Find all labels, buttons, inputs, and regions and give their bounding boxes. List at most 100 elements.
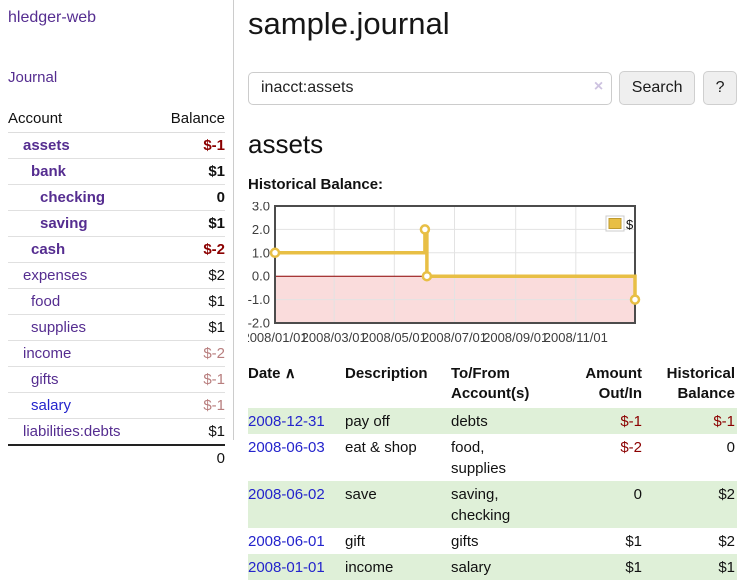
chart-heading: Historical Balance:	[248, 176, 384, 193]
y-tick-label: 1.0	[252, 245, 270, 260]
date-cell: 2008-12-31	[248, 408, 345, 434]
accounts-cell: salary	[451, 554, 547, 580]
register-row: 2008-12-31 pay off debts $-1 $-1	[248, 408, 737, 434]
y-tick-label: 0.0	[252, 269, 270, 284]
account-balance: $1	[154, 288, 225, 315]
account-balance: $-1	[154, 366, 225, 393]
account-link[interactable]: checking	[40, 189, 106, 206]
accounts-cell: saving, checking	[451, 481, 547, 528]
balance-cell: 0	[726, 438, 735, 456]
help-button[interactable]: ?	[703, 71, 737, 105]
accounts-tbody: assets $-1 bank $1 checking 0 saving $1 cash $-2 e…	[8, 132, 225, 446]
account-row: salary $-1	[8, 392, 225, 419]
account-balance: $1	[154, 158, 225, 185]
x-tick-label: 2008/01/01	[248, 330, 308, 345]
register-row: 2008-06-03 eat & shop food, supplies $-2 0	[248, 434, 737, 481]
date-cell: 2008-06-02	[248, 481, 345, 528]
sidebar-divider	[233, 0, 234, 440]
account-link[interactable]: income	[23, 345, 72, 362]
register-header-balance: Historical Balance	[642, 362, 737, 408]
plot-border	[274, 205, 636, 324]
account-row: income $-2	[8, 340, 225, 367]
description-cell: income	[345, 554, 451, 580]
accounts-table: Account Balance assets $-1 bank $1 checking 0…	[8, 107, 225, 471]
accounts-cell: gifts	[451, 532, 479, 550]
accounts-header-account: Account	[8, 107, 155, 133]
balance-header-line1: Historical	[666, 365, 735, 382]
balance-cell: $1	[642, 554, 737, 580]
search-row: × Search ?	[248, 71, 737, 105]
account-link[interactable]: food	[31, 293, 61, 310]
register-row: 2008-06-02 save saving, checking 0 $2	[248, 481, 737, 528]
amount-header-line1: Amount	[585, 365, 642, 382]
transaction-date-link[interactable]: 2008-01-01	[248, 558, 325, 576]
amount-header-line2: Out/In	[598, 385, 642, 402]
accounts-header-row: Account Balance	[8, 107, 225, 133]
y-tick-label: -2.0	[248, 316, 270, 331]
account-balance: $-1	[154, 392, 225, 419]
description-cell: pay off	[345, 408, 451, 434]
balance-cell: $2	[718, 532, 735, 550]
account-link[interactable]: gifts	[31, 371, 59, 388]
transaction-date-link[interactable]: 2008-06-01	[248, 532, 325, 550]
transaction-date-link[interactable]: 2008-06-03	[248, 438, 325, 456]
account-link[interactable]: salary	[31, 397, 72, 414]
search-button[interactable]: Search	[619, 71, 696, 105]
account-link[interactable]: liabilities:debts	[23, 423, 121, 440]
register-header-amount: Amount Out/In	[547, 362, 642, 408]
date-cell: 2008-01-01	[248, 554, 345, 580]
account-link[interactable]: bank	[31, 163, 67, 180]
register-header-date[interactable]: Date ∧	[248, 362, 345, 408]
app-title-link[interactable]: hledger-web	[8, 9, 97, 26]
register-table: Date ∧ Description To/From Account(s) Am…	[248, 362, 737, 580]
clear-search-icon[interactable]: ×	[593, 77, 604, 95]
amount-cell: 0	[547, 481, 642, 528]
y-tick-label: -1.0	[248, 292, 270, 307]
accounts-header-balance: Balance	[154, 107, 225, 133]
account-row: gifts $-1	[8, 366, 225, 393]
account-row: expenses $2	[8, 262, 225, 289]
account-row: bank $1	[8, 158, 225, 185]
description-cell: save	[345, 481, 451, 528]
balance-header-line2: Balance	[677, 385, 735, 402]
account-balance: $1	[154, 314, 225, 341]
register-header-row: Date ∧ Description To/From Account(s) Am…	[248, 362, 737, 408]
register-tbody: 2008-12-31 pay off debts $-1 $-1 2008-06-03 ea…	[248, 408, 737, 580]
account-row: saving $1	[8, 210, 225, 237]
legend-color-box	[608, 218, 622, 229]
account-heading: assets	[248, 129, 324, 159]
amount-cell: $1	[547, 554, 642, 580]
balance-chart[interactable]: 3.0 2.0 1.0 0.0 -1.0 -2.0 2008/01/01 2008/03/01…	[242, 199, 737, 350]
account-link[interactable]: expenses	[23, 267, 88, 284]
transaction-date-link[interactable]: 2008-12-31	[248, 412, 325, 430]
account-link[interactable]: saving	[40, 215, 88, 232]
data-point-marker[interactable]	[269, 247, 281, 259]
date-cell: 2008-06-01	[248, 528, 345, 554]
register-row: 2008-06-01 gift gifts $1 $2	[248, 528, 737, 554]
account-row: supplies $1	[8, 314, 225, 341]
account-balance: $2	[154, 262, 225, 289]
transaction-date-link[interactable]: 2008-06-02	[248, 485, 325, 503]
chart-canvas[interactable]: 3.0 2.0 1.0 0.0 -1.0 -2.02008/01/012008/03/01…	[242, 199, 648, 350]
description-cell: eat & shop	[345, 438, 417, 456]
register-header-accounts: To/From Account(s)	[451, 362, 547, 408]
account-link[interactable]: cash	[31, 241, 66, 258]
sidebar-item-journal[interactable]: Journal	[8, 69, 58, 86]
date-header-label: Date	[248, 365, 281, 382]
data-point-marker[interactable]	[419, 224, 431, 235]
account-link[interactable]: assets	[23, 137, 70, 154]
account-row: liabilities:debts $1	[8, 418, 225, 446]
account-balance: $1	[154, 418, 225, 446]
balance-cell: $2	[642, 481, 737, 528]
data-point-marker[interactable]	[421, 270, 433, 282]
page-title: sample.journal	[248, 6, 450, 41]
account-balance: $1	[154, 210, 225, 237]
account-balance: $-2	[154, 340, 225, 367]
data-point-marker[interactable]	[629, 294, 641, 305]
x-tick-label: 2008/03/01	[302, 330, 367, 345]
account-link[interactable]: supplies	[31, 319, 87, 336]
search-input[interactable]	[248, 71, 613, 105]
sidebar: hledger-web Journal Account Balance asse…	[0, 0, 233, 471]
account-balance: $-1	[154, 132, 225, 159]
sort-ascending-icon: ∧	[284, 365, 296, 382]
